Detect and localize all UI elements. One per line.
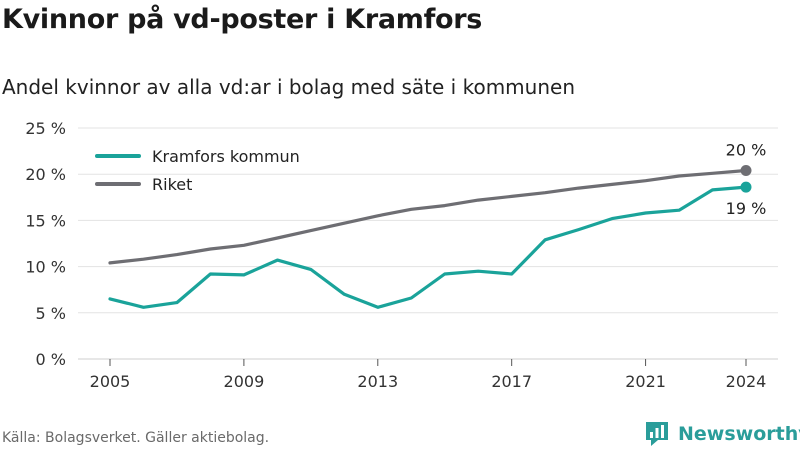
series-end-point-kramfors: [740, 181, 752, 193]
series-end-label: 19 %: [726, 199, 767, 218]
brand-name: Newsworthy: [678, 423, 800, 445]
x-tick-label: 2017: [491, 372, 532, 391]
newsworthy-icon: [646, 422, 668, 446]
chart-subtitle: Andel kvinnor av alla vd:ar i bolag med …: [2, 75, 575, 99]
legend-label: Kramfors kommun: [152, 147, 300, 166]
source-note: Källa: Bolagsverket. Gäller aktiebolag.: [2, 430, 270, 446]
x-tick-label: 2013: [357, 372, 398, 391]
series-end-point-riket: [740, 165, 752, 177]
x-tick-label: 2021: [625, 372, 666, 391]
y-tick-label: 5 %: [36, 304, 66, 323]
chart-title: Kvinnor på vd-poster i Kramfors: [2, 4, 483, 35]
legend-label: Riket: [152, 175, 192, 194]
x-tick-label: 2024: [726, 372, 767, 391]
series-line-riket: [108, 168, 748, 265]
y-tick-label: 15 %: [25, 211, 66, 230]
series-end-label: 20 %: [726, 141, 767, 160]
series-line-kramfors: [108, 185, 748, 309]
x-tick-label: 2009: [224, 372, 265, 391]
y-tick-label: 20 %: [25, 165, 66, 184]
y-tick-label: 10 %: [25, 258, 66, 277]
y-tick-label: 0 %: [36, 350, 66, 369]
y-tick-label: 25 %: [25, 119, 66, 138]
brand-logo: Newsworthy: [644, 420, 800, 448]
x-tick-label: 2005: [90, 372, 131, 391]
